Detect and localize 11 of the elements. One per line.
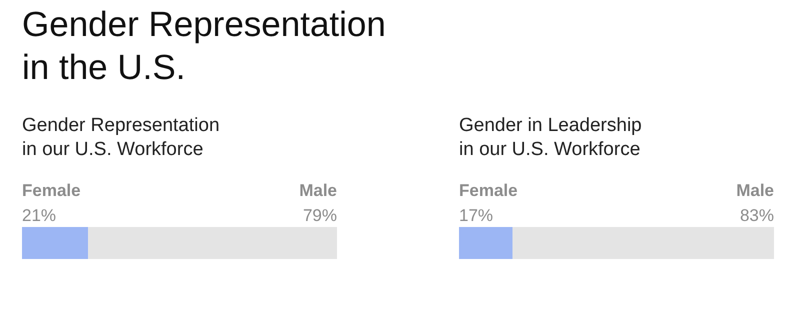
- series-label: Male: [736, 181, 774, 200]
- chart-title: Gender Representation in the U.S.: [22, 5, 386, 87]
- data-label: 79%: [302, 206, 337, 225]
- chart-subtitle: Gender Representation in our U.S. Workforce: [22, 115, 220, 160]
- series-label: Female: [22, 181, 81, 200]
- series-label: Male: [299, 181, 337, 200]
- data-label: 17%: [459, 206, 494, 225]
- series-label: Female: [459, 181, 518, 200]
- data-label: 21%: [22, 206, 56, 225]
- chart-subtitle: Gender in Leadership in our U.S. Workforce: [459, 115, 642, 160]
- data-label: 83%: [740, 206, 774, 225]
